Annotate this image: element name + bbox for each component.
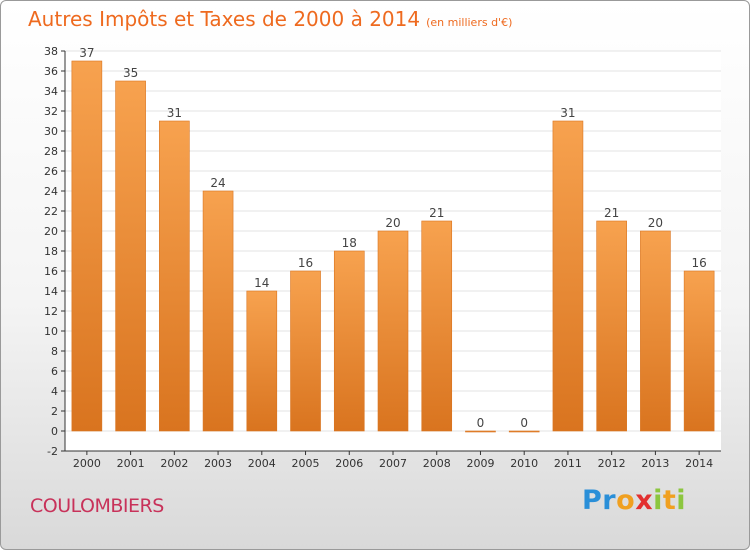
commune-name: COULOMBIERS <box>30 495 164 517</box>
y-tick-label: 22 <box>44 205 58 218</box>
x-tick-label: 2004 <box>248 457 276 470</box>
bar-value-label: 24 <box>210 176 225 190</box>
x-tick-label: 2013 <box>641 457 669 470</box>
logo-letter: t <box>662 485 677 516</box>
bar-value-label: 35 <box>123 66 138 80</box>
bar-value-label: 14 <box>254 276 269 290</box>
bar-value-label: 20 <box>648 216 663 230</box>
y-tick-label: 30 <box>44 125 58 138</box>
x-tick-label: 2009 <box>466 457 494 470</box>
logo-letter: i <box>653 485 663 516</box>
bar-2014 <box>683 270 715 432</box>
bar-value-label: 21 <box>429 206 444 220</box>
y-tick-label: 28 <box>44 145 58 158</box>
bar-2006 <box>333 250 365 432</box>
bar-value-label: 31 <box>167 106 182 120</box>
x-tick-label: 2014 <box>685 457 713 470</box>
y-tick-label: 10 <box>44 325 58 338</box>
y-tick-label: 16 <box>44 265 58 278</box>
x-tick-label: 2008 <box>423 457 451 470</box>
bar-2010 <box>508 430 540 433</box>
x-tick-label: 2005 <box>292 457 320 470</box>
y-tick-label: 14 <box>44 285 58 298</box>
axes: -202468101214161820222426283032343638200… <box>44 45 721 470</box>
y-tick-label: 6 <box>51 365 58 378</box>
bar-2000 <box>71 60 103 432</box>
bar-value-label: 18 <box>342 236 357 250</box>
bar-2001 <box>115 80 146 432</box>
logo-letter: i <box>676 485 687 516</box>
bar-2004 <box>246 290 278 432</box>
x-tick-label: 2011 <box>554 457 582 470</box>
logo-letter: P <box>582 485 603 516</box>
x-tick-label: 2012 <box>598 457 626 470</box>
y-tick-label: 26 <box>44 165 58 178</box>
y-tick-label: -2 <box>47 445 58 458</box>
logo-letter: r <box>602 485 617 516</box>
bar-value-label: 31 <box>560 106 575 120</box>
chart-title: Autres Impôts et Taxes de 2000 à 2014 (en… <box>28 7 512 31</box>
x-tick-label: 2001 <box>117 457 145 470</box>
bar-2008 <box>421 220 453 432</box>
bar-2012 <box>596 220 627 432</box>
y-tick-label: 4 <box>51 385 58 398</box>
bar-2005 <box>290 270 321 432</box>
bar-value-label: 16 <box>298 256 313 270</box>
y-tick-label: 20 <box>44 225 58 238</box>
logo-letter: x <box>635 485 654 516</box>
bar-value-label: 0 <box>477 416 485 430</box>
y-tick-label: 32 <box>44 105 58 118</box>
logo-letter: o <box>616 485 636 516</box>
x-tick-label: 2003 <box>204 457 232 470</box>
y-tick-label: 12 <box>44 305 58 318</box>
x-tick-label: 2007 <box>379 457 407 470</box>
bar-2002 <box>159 120 190 432</box>
y-tick-label: 8 <box>51 345 58 358</box>
y-tick-label: 36 <box>44 65 58 78</box>
x-tick-label: 2010 <box>510 457 538 470</box>
bar-value-label: 20 <box>385 216 400 230</box>
bar-2007 <box>377 230 409 432</box>
y-tick-label: 34 <box>44 85 58 98</box>
bar-value-labels: 37 35 31 24 14 16 18 20 21 0 0 31 21 20 16 <box>79 46 707 430</box>
bar-value-label: 21 <box>604 206 619 220</box>
bar-2009 <box>465 430 496 433</box>
proxiti-logo: Proxiti <box>582 485 686 516</box>
y-tick-label: 24 <box>44 185 58 198</box>
x-tick-label: 2002 <box>160 457 188 470</box>
y-tick-label: 2 <box>51 405 58 418</box>
bar-value-label: 0 <box>520 416 528 430</box>
x-tick-label: 2006 <box>335 457 363 470</box>
bar-2003 <box>202 190 234 432</box>
y-tick-label: 0 <box>51 425 58 438</box>
bar-value-label: 37 <box>79 46 94 60</box>
x-tick-label: 2000 <box>73 457 101 470</box>
y-tick-label: 18 <box>44 245 58 258</box>
bar-value-label: 16 <box>691 256 706 270</box>
bars <box>71 60 715 433</box>
chart-unit: (en milliers d'€) <box>426 16 513 29</box>
bar-2011 <box>552 120 584 432</box>
bar-2013 <box>640 230 671 432</box>
y-tick-label: 38 <box>44 45 58 58</box>
chart-title-text: Autres Impôts et Taxes de 2000 à 2014 <box>28 7 421 31</box>
